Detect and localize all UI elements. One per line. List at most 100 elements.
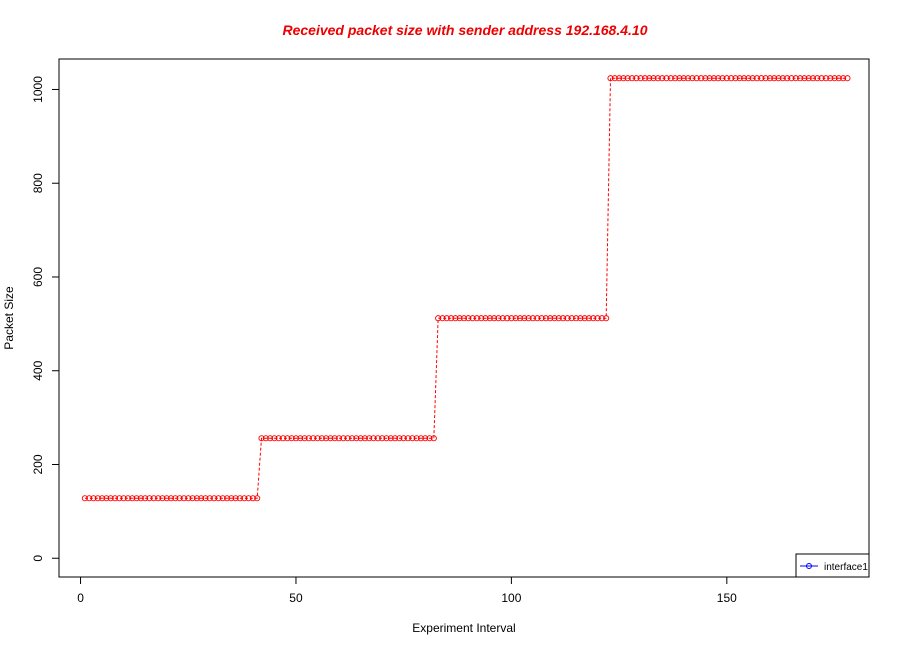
y-tick-label: 600 [31, 267, 45, 287]
data-point [788, 75, 795, 82]
data-point [357, 435, 364, 442]
x-tick-label: 100 [501, 591, 521, 605]
data-point [568, 315, 575, 322]
data-point [120, 495, 127, 502]
data-point [465, 315, 472, 322]
y-tick-label: 400 [31, 360, 45, 380]
data-point [202, 495, 209, 502]
data-point [340, 435, 347, 442]
data-point [396, 435, 403, 442]
data-point [189, 495, 196, 502]
data-point [797, 75, 804, 82]
legend-point-marker [806, 563, 812, 569]
data-point [318, 435, 325, 442]
data-point [452, 315, 459, 322]
data-point [672, 75, 679, 82]
series-line [84, 77, 848, 499]
x-axis-label: Experiment Interval [412, 621, 515, 635]
data-point [706, 75, 713, 82]
data-point [344, 435, 351, 442]
data-point [228, 495, 235, 502]
data-point [163, 495, 170, 502]
y-axis: 0 200 400 600 800 1000 [31, 76, 59, 562]
data-point [167, 495, 175, 502]
data-point [392, 435, 399, 442]
data-point [271, 435, 278, 442]
data-point [193, 495, 200, 502]
data-point [534, 315, 541, 322]
data-point [555, 315, 562, 322]
data-point [232, 495, 239, 502]
data-point [594, 315, 601, 322]
data-point [327, 435, 334, 442]
data-point [366, 435, 373, 442]
data-point [521, 315, 528, 322]
data-point [538, 315, 545, 322]
y-axis-label: Packet Size [2, 286, 16, 350]
data-point [572, 315, 580, 322]
data-point [499, 315, 506, 322]
data-point [448, 315, 455, 322]
data-point [314, 435, 321, 442]
x-tick-label: 50 [289, 591, 303, 605]
data-point [792, 75, 799, 82]
data-point [542, 315, 549, 322]
data-point [413, 435, 420, 442]
data-point [719, 75, 726, 82]
data-point [353, 435, 360, 442]
data-point [805, 75, 812, 82]
data-point [305, 435, 312, 442]
data-point [779, 75, 786, 82]
data-point [417, 435, 424, 442]
data-point [426, 435, 433, 442]
data-point [456, 315, 463, 322]
data-point [249, 495, 256, 502]
data-point [659, 75, 666, 82]
data-point [684, 75, 692, 82]
data-point [323, 435, 330, 442]
data-point [236, 495, 244, 502]
data-point [176, 495, 183, 502]
data-point [90, 495, 97, 502]
data-point [835, 75, 842, 82]
data-point [99, 495, 106, 502]
data-point [749, 75, 756, 82]
data-point [624, 75, 631, 82]
data-point [297, 435, 304, 442]
chart-title: Received packet size with sender address… [283, 22, 648, 38]
data-point [292, 435, 300, 442]
legend-box [795, 553, 870, 578]
data-point [633, 75, 640, 82]
data-point [710, 75, 717, 82]
y-tick-label: 800 [31, 173, 45, 193]
data-point [129, 495, 136, 502]
x-tick-label: 150 [717, 591, 737, 605]
data-point [482, 315, 489, 322]
data-point [809, 75, 817, 82]
data-point [637, 75, 644, 82]
data-point [172, 495, 179, 502]
data-point [245, 495, 252, 502]
data-point [547, 315, 554, 322]
data-point [116, 495, 123, 502]
data-point [331, 435, 338, 442]
data-point [529, 315, 536, 322]
data-point [758, 75, 765, 82]
data-point [310, 435, 317, 442]
data-point [551, 315, 558, 322]
data-point [478, 315, 485, 322]
data-point [284, 435, 291, 442]
data-point [198, 495, 205, 502]
data-point [732, 75, 739, 82]
data-point [361, 435, 368, 442]
data-point [818, 75, 825, 82]
data-point [219, 495, 226, 502]
data-point [241, 495, 248, 502]
data-point [603, 315, 610, 322]
data-point [607, 75, 614, 82]
data-point [831, 75, 838, 82]
data-point [728, 75, 735, 82]
data-point [723, 75, 730, 82]
data-point [844, 75, 851, 82]
data-point [387, 435, 394, 442]
